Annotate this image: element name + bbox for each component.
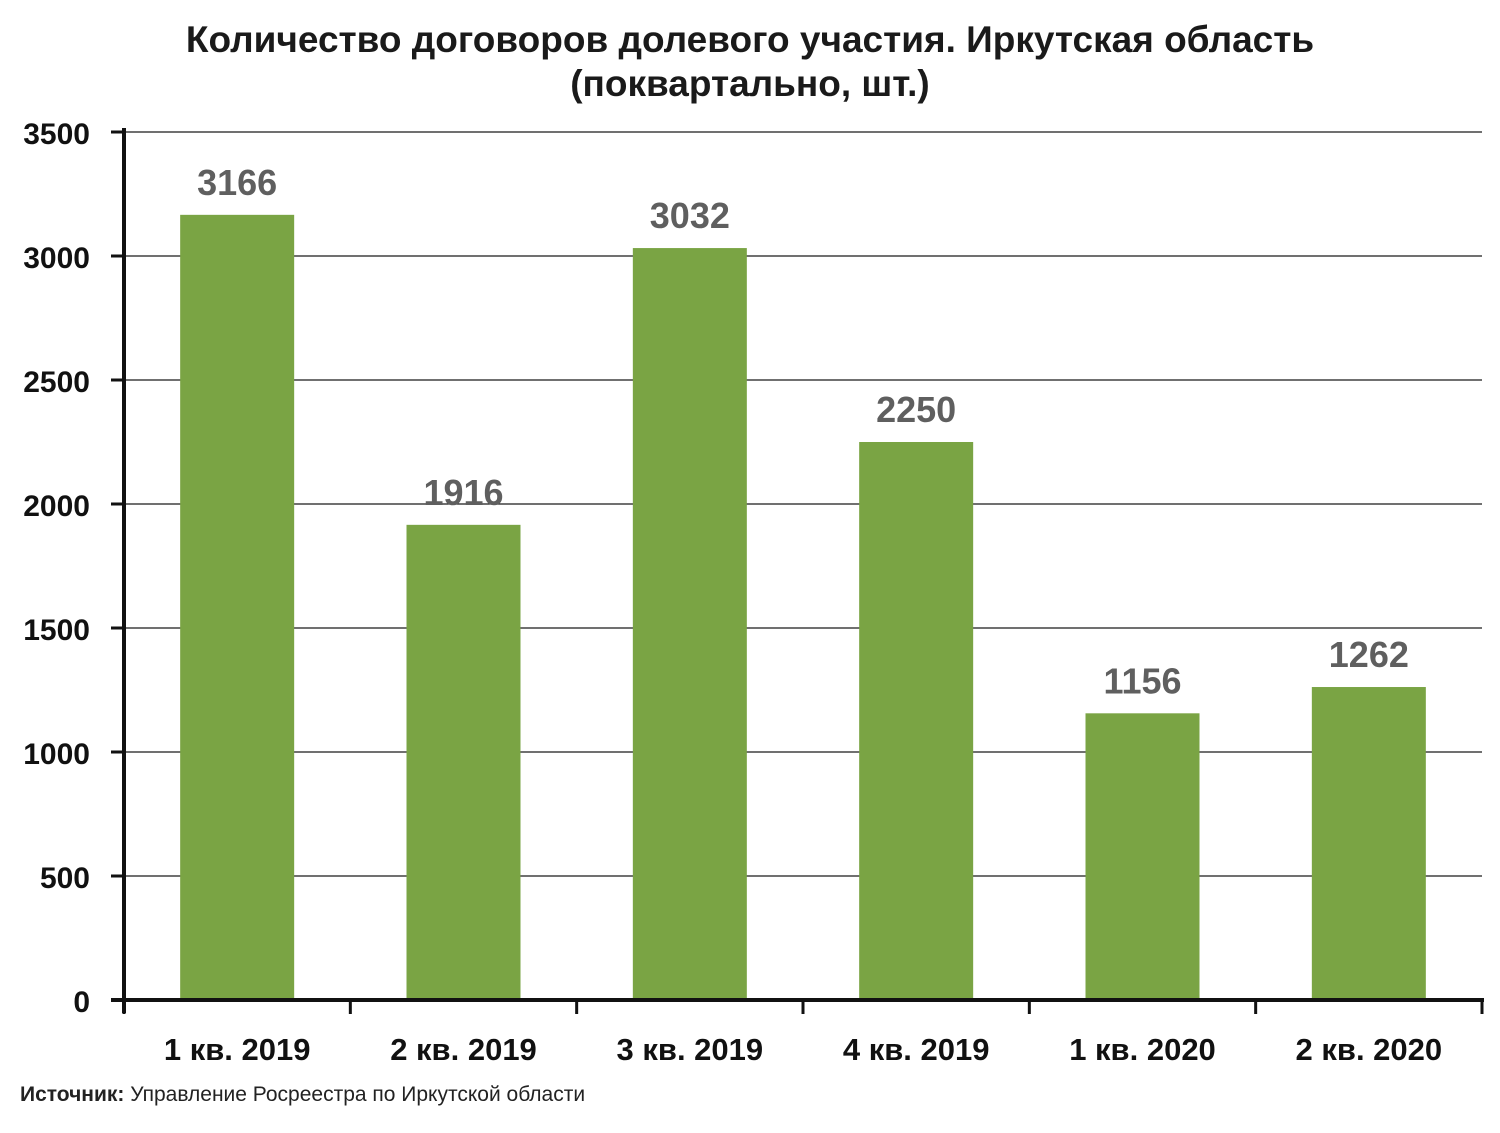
x-tick-label: 1 кв. 2020 <box>1069 1032 1216 1067</box>
axes <box>111 128 1484 1014</box>
x-tick-label: 2 кв. 2020 <box>1296 1032 1443 1067</box>
bar <box>632 248 747 1001</box>
bar <box>1311 687 1426 1000</box>
y-tick-label: 2500 <box>23 366 90 399</box>
data-label: 1262 <box>1329 634 1409 675</box>
chart-title-line-1: Количество договоров долевого участия. И… <box>185 19 1315 60</box>
x-tick-label: 3 кв. 2019 <box>617 1032 764 1067</box>
source-note: Источник: Управление Росреестра по Иркут… <box>20 1083 585 1107</box>
y-tick-label: 3000 <box>23 242 90 275</box>
y-tick-label: 1000 <box>23 738 90 771</box>
y-axis-tick-labels: 0 500 1000 1500 2000 2500 3000 3500 <box>23 118 90 1019</box>
data-label: 1156 <box>1103 660 1181 701</box>
chart-title-line-2: (поквартально, шт.) <box>570 63 930 104</box>
bar <box>406 524 521 1000</box>
source-text: Управление Росреестра по Иркутской облас… <box>124 1083 586 1106</box>
bars <box>180 214 1426 1001</box>
bar <box>180 214 295 1000</box>
y-tick-label: 3500 <box>23 118 90 151</box>
source-label: Источник: <box>20 1083 125 1106</box>
x-axis-tick-labels: 1 кв. 2019 2 кв. 2019 3 кв. 2019 4 кв. 2019… <box>164 1032 1442 1067</box>
x-tick-label: 1 кв. 2019 <box>164 1032 311 1067</box>
data-label: 3032 <box>650 195 730 236</box>
y-tick-label: 0 <box>73 986 90 1019</box>
x-tick-label: 2 кв. 2019 <box>390 1032 537 1067</box>
x-tick-label: 4 кв. 2019 <box>843 1032 990 1067</box>
chart-title: Количество договоров долевого участия. И… <box>0 18 1500 106</box>
y-tick-label: 2000 <box>23 490 90 523</box>
data-label: 1916 <box>423 472 503 513</box>
bar <box>859 442 974 1000</box>
grid-lines <box>124 131 1482 877</box>
data-labels: 3166 1916 3032 2250 1156 1262 <box>197 162 1409 701</box>
y-tick-label: 500 <box>40 862 90 895</box>
y-tick-label: 1500 <box>23 614 90 647</box>
bar <box>1085 713 1200 1000</box>
data-label: 2250 <box>876 389 956 430</box>
data-label: 3166 <box>197 162 277 203</box>
